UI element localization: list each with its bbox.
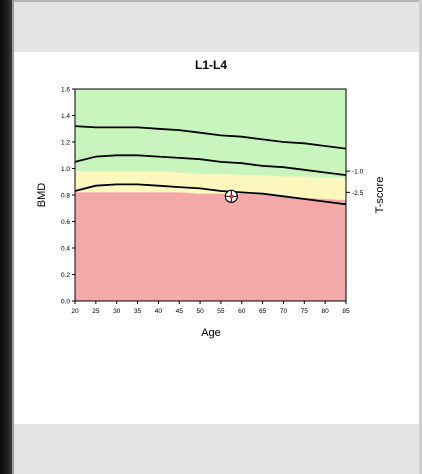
y-tick-label: 1.4 [61,113,70,120]
x-tick-label: 70 [280,308,288,315]
y-tick-label: 0.6 [61,219,70,226]
x-tick-label: 80 [322,308,330,315]
y-tick-label: 0.4 [61,246,70,253]
reference-curves [74,125,347,206]
x-tick-label: 85 [342,308,350,315]
footer-area [14,424,422,474]
reference-curve-3 [74,183,347,206]
x-tick-label: 60 [238,308,246,315]
zone-layer [75,89,346,301]
zone-osteoporosis [75,192,346,301]
reference-curve-2 [74,154,347,176]
y-tick-label: 0.2 [61,272,70,279]
x-tick-label: 45 [176,308,184,315]
y-axis-label: BMD [36,183,48,208]
y2-axis-label: T-score [374,177,386,214]
y-tick-label: 0.0 [61,299,70,306]
x-tick-label: 50 [196,308,204,315]
y-tick-label: 0.8 [61,193,70,200]
y-tick-label: 1.0 [61,166,70,173]
x-tick-label: 25 [92,308,100,315]
left-divider [12,0,14,474]
image-edge-strip [0,0,12,474]
x-tick-label: 40 [155,308,163,315]
marker-layer [224,189,238,203]
y-tick-label: 1.6 [61,87,70,94]
x-tick-label: 35 [134,308,142,315]
x-tick-label: 75 [301,308,309,315]
toolbar-area [14,0,422,52]
t-score-tick-label: -2.5 [352,190,364,197]
x-tick-label: 30 [113,308,121,315]
x-tick-label: 65 [259,308,267,315]
axis-layer: 0.0 0.2 0.4 0.6 0.8 1.0 1.2 1.4 1.6 20 25 30 35 40 45 5… [61,87,364,316]
right-edge [419,0,422,474]
x-tick-label: 20 [71,308,79,315]
patient-marker-dot [229,194,234,199]
t-score-tick-label: -1.0 [352,169,364,176]
x-axis-label: Age [201,327,221,339]
y-tick-label: 1.2 [61,140,70,147]
x-tick-label: 55 [217,308,225,315]
chart-title: L1-L4 [195,58,227,72]
reference-curve-1 [74,125,347,150]
